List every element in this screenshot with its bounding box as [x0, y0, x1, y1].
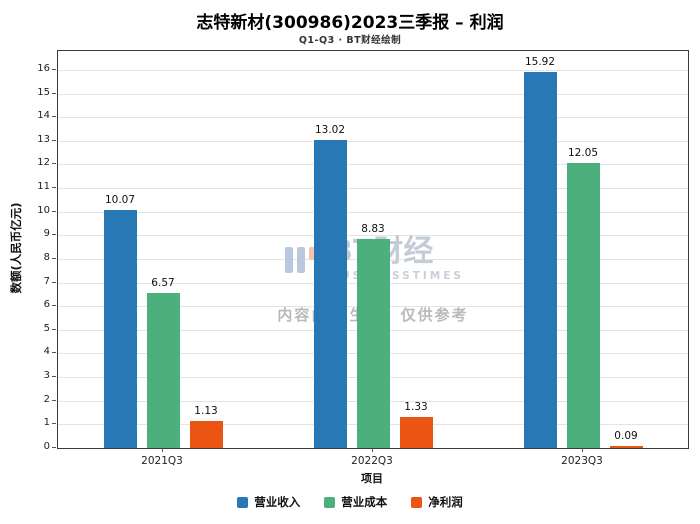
gridline — [58, 164, 688, 166]
x-axis-label: 项目 — [361, 472, 383, 485]
x-tick-mark — [162, 448, 163, 452]
legend-item: 营业收入 — [237, 494, 300, 510]
y-tick-mark — [52, 139, 56, 141]
y-tick-label: 1 — [43, 417, 50, 429]
y-tick-mark — [52, 328, 56, 330]
x-tick-mark — [372, 448, 373, 452]
bar-group-2022Q3: 13.02 8.83 1.33 — [313, 51, 433, 448]
gridline — [58, 235, 688, 237]
gridline — [58, 140, 688, 142]
x-tick-label: 2021Q3 — [141, 455, 183, 467]
x-tick-label: 2022Q3 — [351, 455, 393, 467]
gridline — [58, 93, 688, 95]
y-tick-label: 10 — [37, 204, 50, 216]
bar-value-label: 12.05 — [567, 147, 599, 160]
bar-value-label: 10.07 — [104, 194, 136, 207]
x-tick-mark — [582, 448, 583, 452]
y-tick-label: 3 — [43, 370, 50, 382]
bar-净利润-2021Q3: 1.13 — [189, 405, 223, 448]
y-tick-label: 15 — [37, 86, 50, 98]
y-tick-label: 11 — [37, 181, 50, 193]
legend-swatch-icon — [324, 496, 336, 508]
y-tick-mark — [52, 257, 56, 259]
y-tick-label: 9 — [43, 228, 50, 240]
bar-value-label: 1.13 — [194, 405, 218, 418]
legend-item: 净利润 — [411, 494, 463, 510]
legend-swatch-icon — [411, 496, 423, 508]
legend-swatch-icon — [237, 496, 249, 508]
y-tick-mark — [52, 210, 56, 212]
legend-item: 营业成本 — [324, 494, 387, 510]
legend-label: 营业成本 — [341, 495, 388, 509]
y-tick-mark — [52, 68, 56, 70]
y-tick-mark — [52, 305, 56, 307]
bar-value-label: 0.09 — [614, 429, 638, 442]
y-tick-label: 7 — [43, 275, 50, 287]
x-tick-label: 2023Q3 — [561, 455, 603, 467]
y-tick-mark — [52, 352, 56, 354]
gridline — [58, 117, 688, 119]
y-tick-label: 6 — [43, 299, 50, 311]
y-tick-label: 16 — [37, 62, 50, 74]
gridline — [58, 69, 688, 71]
bar-净利润-2023Q3: 0.09 — [609, 430, 643, 448]
bar-营业成本-2023Q3: 12.05 — [566, 147, 600, 448]
y-tick-mark — [52, 92, 56, 94]
y-tick-label: 13 — [37, 133, 50, 145]
y-tick-mark — [52, 423, 56, 425]
y-tick-mark — [52, 163, 56, 165]
bar-group-2021Q3: 10.07 6.57 1.13 — [103, 51, 223, 448]
y-tick-mark — [52, 187, 56, 189]
legend-label: 营业收入 — [254, 495, 301, 509]
legend: 营业收入 营业成本 净利润 — [0, 494, 700, 510]
y-tick-label: 5 — [43, 322, 50, 334]
bar-value-label: 6.57 — [151, 276, 175, 289]
y-tick-label: 2 — [43, 393, 50, 405]
y-tick-label: 0 — [43, 441, 50, 452]
y-tick-mark — [52, 399, 56, 401]
bar-value-label: 13.02 — [314, 124, 346, 137]
y-tick-label: 8 — [43, 251, 50, 263]
y-tick-label: 12 — [37, 157, 50, 169]
y-tick-mark — [52, 447, 56, 448]
bar-营业成本-2022Q3: 8.83 — [356, 223, 390, 448]
y-tick-mark — [52, 281, 56, 283]
bar-value-label: 15.92 — [524, 55, 556, 68]
bar-营业收入-2022Q3: 13.02 — [313, 124, 347, 448]
bar-净利润-2022Q3: 1.33 — [399, 401, 433, 448]
y-tick-mark — [52, 116, 56, 118]
bar-营业收入-2023Q3: 15.92 — [523, 56, 557, 448]
y-tick-mark — [52, 376, 56, 378]
bar-group-2023Q3: 15.92 12.05 0.09 — [523, 51, 643, 448]
bar-value-label: 8.83 — [361, 223, 385, 236]
gridline — [58, 188, 688, 190]
bar-营业收入-2021Q3: 10.07 — [103, 194, 137, 448]
plot-area: BT财经 BUSINESSTIMES 内容由AI生成，仅供参考 10.076.5… — [57, 50, 689, 449]
legend-label: 净利润 — [428, 495, 463, 509]
bar-营业成本-2021Q3: 6.57 — [146, 277, 180, 448]
gridline — [58, 211, 688, 213]
y-tick-label: 14 — [37, 110, 50, 122]
chart-subtitle: Q1-Q3 · BT财经绘制 — [298, 35, 402, 46]
bar-value-label: 1.33 — [404, 400, 428, 413]
y-tick-label: 4 — [43, 346, 50, 358]
y-tick-mark — [52, 234, 56, 236]
chart-title: 志特新材(300986)2023三季报 – 利润 — [196, 13, 504, 33]
